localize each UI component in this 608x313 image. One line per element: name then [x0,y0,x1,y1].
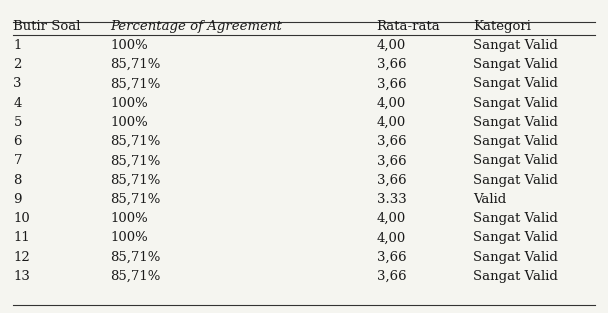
Text: 85,71%: 85,71% [110,154,161,167]
Text: 12: 12 [13,250,30,264]
Text: Sangat Valid: Sangat Valid [474,231,558,244]
Text: 4,00: 4,00 [376,97,406,110]
Text: Percentage of Agreement: Percentage of Agreement [110,20,282,33]
Text: Rata-rata: Rata-rata [376,20,440,33]
Text: 2: 2 [13,58,22,71]
Text: 3,66: 3,66 [376,77,406,90]
Text: 8: 8 [13,174,22,187]
Text: 6: 6 [13,135,22,148]
Text: 85,71%: 85,71% [110,58,161,71]
Text: 9: 9 [13,193,22,206]
Text: 85,71%: 85,71% [110,135,161,148]
Text: 13: 13 [13,270,30,283]
Text: Kategori: Kategori [474,20,531,33]
Text: 3,66: 3,66 [376,135,406,148]
Text: Butir Soal: Butir Soal [13,20,81,33]
Text: 3.33: 3.33 [376,193,406,206]
Text: 4: 4 [13,97,22,110]
Text: 100%: 100% [110,97,148,110]
Text: 3,66: 3,66 [376,250,406,264]
Text: 5: 5 [13,116,22,129]
Text: 85,71%: 85,71% [110,270,161,283]
Text: 4,00: 4,00 [376,116,406,129]
Text: 11: 11 [13,231,30,244]
Text: 10: 10 [13,212,30,225]
Text: Sangat Valid: Sangat Valid [474,212,558,225]
Text: 4,00: 4,00 [376,39,406,52]
Text: Sangat Valid: Sangat Valid [474,58,558,71]
Text: 7: 7 [13,154,22,167]
Text: 100%: 100% [110,116,148,129]
Text: 100%: 100% [110,39,148,52]
Text: 3,66: 3,66 [376,154,406,167]
Text: 85,71%: 85,71% [110,77,161,90]
Text: Sangat Valid: Sangat Valid [474,39,558,52]
Text: 3,66: 3,66 [376,270,406,283]
Text: 3,66: 3,66 [376,174,406,187]
Text: 4,00: 4,00 [376,212,406,225]
Text: Sangat Valid: Sangat Valid [474,174,558,187]
Text: 4,00: 4,00 [376,231,406,244]
Text: Sangat Valid: Sangat Valid [474,77,558,90]
Text: Sangat Valid: Sangat Valid [474,154,558,167]
Text: 85,71%: 85,71% [110,193,161,206]
Text: 3,66: 3,66 [376,58,406,71]
Text: 100%: 100% [110,231,148,244]
Text: 85,71%: 85,71% [110,174,161,187]
Text: Sangat Valid: Sangat Valid [474,116,558,129]
Text: 85,71%: 85,71% [110,250,161,264]
Text: 1: 1 [13,39,22,52]
Text: Sangat Valid: Sangat Valid [474,250,558,264]
Text: Valid: Valid [474,193,506,206]
Text: Sangat Valid: Sangat Valid [474,135,558,148]
Text: 3: 3 [13,77,22,90]
Text: Sangat Valid: Sangat Valid [474,97,558,110]
Text: Sangat Valid: Sangat Valid [474,270,558,283]
Text: 100%: 100% [110,212,148,225]
